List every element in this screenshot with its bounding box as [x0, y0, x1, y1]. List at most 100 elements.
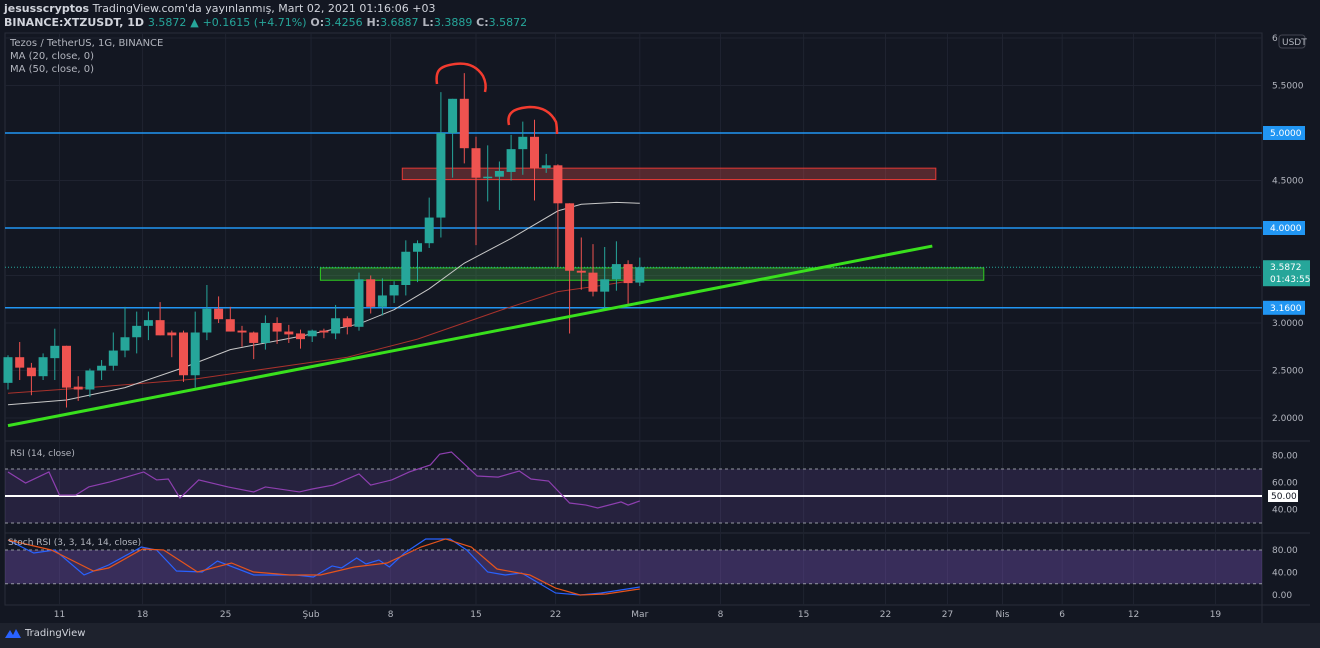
time-tick-label: Nis: [996, 610, 1010, 620]
bullish-candle: [97, 365, 107, 371]
bearish-candle: [179, 332, 188, 376]
rsi-pane: [5, 451, 1262, 524]
bullish-candle: [611, 264, 621, 280]
tradingview-logo-icon: [5, 629, 21, 638]
price-tick-label: 2.0000: [1272, 414, 1304, 424]
author-name[interactable]: jesusscryptos: [4, 2, 90, 15]
footer-bar: [0, 623, 1320, 648]
rsi-tick-label: 80.00: [1272, 452, 1298, 462]
bullish-candle: [494, 171, 504, 177]
level-price-badge: [1263, 126, 1305, 140]
level-price-badge: [1263, 300, 1305, 315]
price-pane: [3, 73, 1262, 428]
resistance-zone: [401, 167, 937, 181]
bearish-candle: [319, 330, 329, 333]
bullish-candle: [354, 279, 364, 327]
ma50-legend[interactable]: MA (50, close, 0): [10, 64, 95, 75]
rsi-mid-label: 50.00: [1271, 492, 1297, 502]
time-tick-label: 25: [220, 610, 231, 620]
time-tick-label: 8: [388, 610, 394, 620]
level-price-label: 3.1600: [1270, 304, 1302, 314]
ma20-legend[interactable]: MA (20, close, 0): [10, 51, 95, 62]
stoch-tick-label: 40.00: [1272, 569, 1298, 579]
bearish-candle: [623, 264, 633, 284]
time-tick-label: 27: [942, 610, 953, 620]
close-value: 3.5872: [488, 16, 528, 29]
rsi-legend[interactable]: RSI (14, close): [10, 449, 75, 459]
bearish-candle: [284, 331, 294, 335]
bullish-candle: [424, 217, 434, 244]
up-arrow-icon: ▲: [190, 16, 199, 29]
bearish-candle: [342, 318, 352, 327]
bullish-candle: [307, 330, 317, 337]
stoch-legend[interactable]: Stoch RSI (3, 3, 14, 14, close): [8, 538, 142, 548]
price-tick-label: 2.5000: [1272, 367, 1304, 377]
time-tick-label: 6: [1059, 610, 1065, 620]
price-tick-label: 6: [1272, 34, 1278, 44]
bearish-candle: [15, 357, 25, 368]
bullish-candle: [541, 165, 551, 169]
bullish-candle: [50, 345, 60, 359]
level-price-label: 4.0000: [1270, 224, 1302, 234]
bullish-candle: [377, 295, 387, 307]
price-tick-label: 4.5000: [1272, 177, 1304, 187]
bearish-candle: [272, 323, 282, 332]
bullish-candle: [120, 337, 130, 351]
bullish-candle: [506, 149, 516, 172]
low-label: L:: [422, 16, 434, 29]
bullish-candle: [260, 323, 270, 343]
price-change: +0.1615 (+4.71%): [202, 16, 307, 29]
stoch-d-line: [7, 538, 640, 596]
bearish-candle: [237, 330, 247, 333]
bullish-candle: [436, 133, 446, 218]
countdown-label: 01:43:55: [1270, 275, 1310, 285]
tradingview-logo[interactable]: TradingView: [4, 627, 85, 639]
time-tick-label: Şub: [302, 610, 319, 620]
bearish-candle: [565, 203, 575, 271]
last-price: 3.5872: [147, 16, 187, 29]
bullish-candle: [38, 357, 48, 377]
time-tick-label: Mar: [631, 610, 648, 620]
time-tick-label: 22: [880, 610, 891, 620]
bearish-candle: [576, 270, 586, 273]
ascending-trendline: [7, 244, 933, 428]
level-price-label: 5.0000: [1270, 129, 1302, 139]
bearish-candle: [366, 279, 376, 307]
published-text: TradingView.com'da yayınlanmış, Mart 02,…: [92, 2, 436, 15]
bearish-candle: [62, 345, 71, 388]
bullish-candle: [132, 325, 142, 338]
rsi-tick-label: 60.00: [1272, 479, 1298, 489]
last-price-label: 3.5872: [1270, 263, 1302, 273]
bearish-candle: [296, 333, 305, 340]
level-price-badge: [1263, 221, 1305, 235]
time-tick-label: 15: [470, 610, 481, 620]
bullish-candle: [3, 357, 13, 383]
bullish-candle: [483, 176, 493, 179]
bullish-candle: [85, 370, 95, 390]
double-top-annotation-2: [507, 105, 559, 135]
time-tick-label: 8: [718, 610, 724, 620]
bullish-candle: [202, 308, 212, 333]
low-value: 3.3889: [433, 16, 473, 29]
bearish-candle: [225, 319, 235, 332]
stoch-tick-label: 0.00: [1272, 591, 1292, 601]
stoch-band: [5, 550, 1262, 584]
currency-label: USDT: [1282, 38, 1307, 48]
stoch-k-line: [7, 538, 640, 596]
rsi-tick-label: 40.00: [1272, 506, 1298, 516]
brand-name: TradingView: [25, 627, 86, 639]
support-zone: [319, 267, 985, 281]
high-label: H:: [366, 16, 381, 29]
publish-info: jesusscryptos TradingView.com'da yayınla…: [4, 2, 435, 15]
last-price-badge: [1263, 260, 1310, 287]
axes: 11 18 25 Şub 8 15 22 Mar 8 15 22 27 Nis 6 12 19 6 5.5000 4…: [54, 34, 1311, 620]
bearish-candle: [471, 148, 481, 178]
time-tick-label: 18: [137, 610, 149, 620]
time-tick-label: 12: [1128, 610, 1139, 620]
bullish-candle: [108, 350, 118, 366]
symbol-info: BINANCE:XTZUSDT, 1D 3.5872 ▲ +0.1615 (+4…: [4, 16, 527, 29]
double-top-annotation-1: [435, 62, 487, 93]
bullish-candle: [600, 279, 610, 292]
bullish-candle: [190, 332, 200, 376]
